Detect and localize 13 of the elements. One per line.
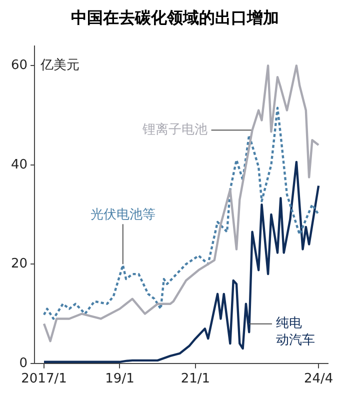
x-tick-label: 21/1 (180, 372, 210, 387)
text: 光伏电池等 (90, 208, 156, 223)
x-tick-label: 19/1 (105, 372, 134, 387)
y-tick-label: 0 (19, 356, 28, 371)
text: 锂离子电池 (141, 122, 208, 138)
y-tick-label: 20 (10, 256, 28, 272)
x-tick-label: 24/4 (304, 372, 334, 387)
y-tick-label: 40 (10, 157, 28, 172)
x-tick-label: 2017/1 (21, 372, 67, 387)
y-tick-label: 60 (10, 58, 28, 74)
chart-title: 中国在去碳化领域的出口增加 (70, 8, 280, 29)
text: 纯电动汽车 (276, 316, 315, 348)
y-axis-title: 亿美元 (40, 57, 80, 74)
